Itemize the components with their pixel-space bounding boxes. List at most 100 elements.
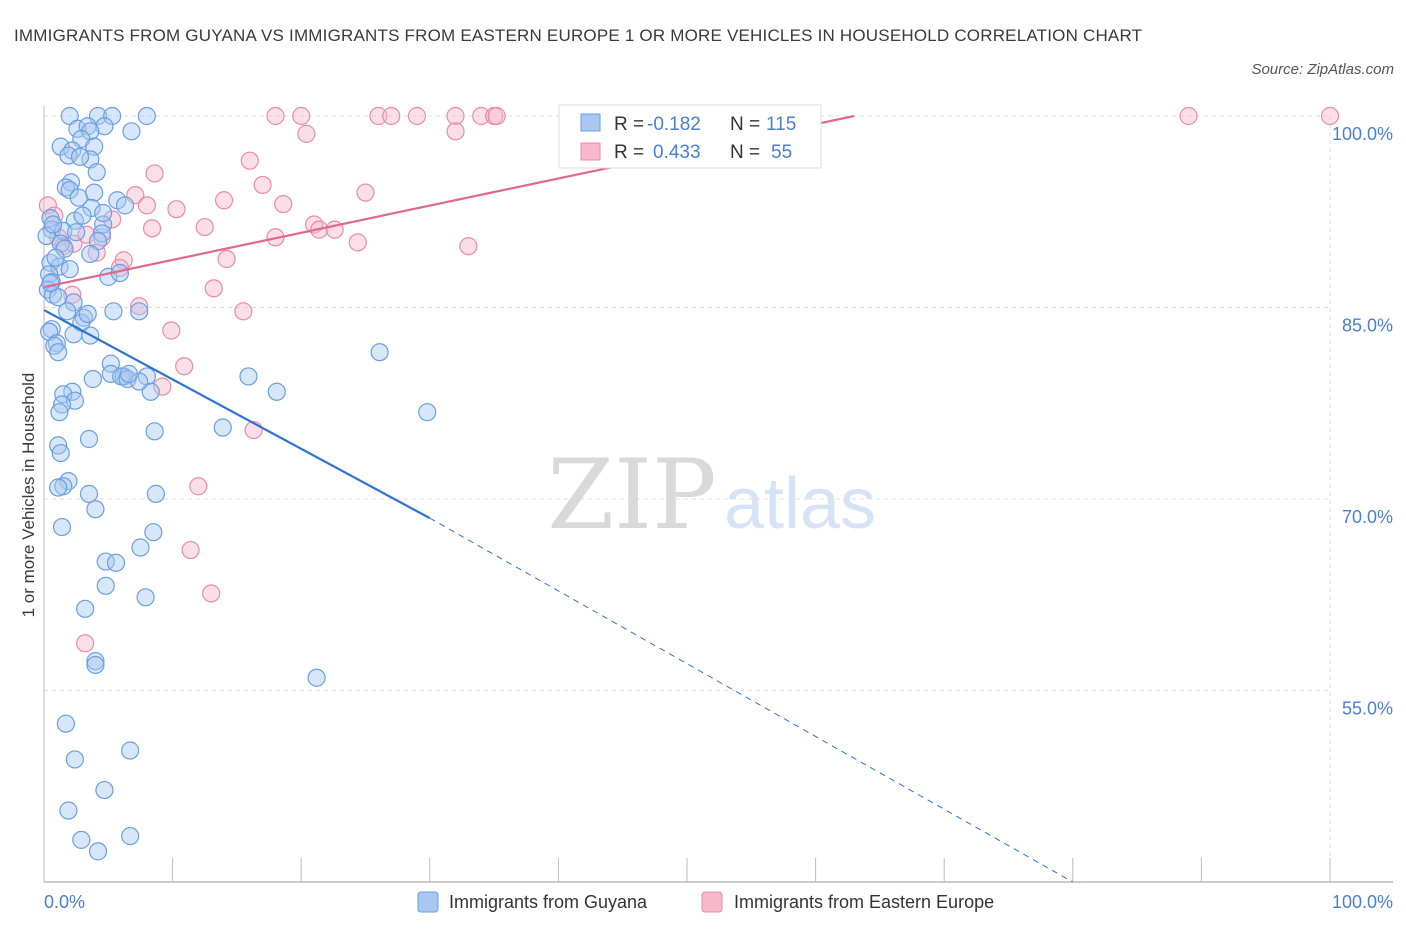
point-guyana <box>86 652 105 671</box>
point-guyana <box>103 106 122 126</box>
point-guyana <box>56 714 75 733</box>
point-guyana <box>94 203 113 223</box>
point-eastern-europe <box>472 106 491 126</box>
point-eastern-europe <box>240 151 259 170</box>
point-eastern-europe <box>446 106 465 126</box>
point-guyana <box>70 147 90 166</box>
point-guyana <box>83 369 102 389</box>
point-eastern-europe <box>63 285 82 304</box>
point-guyana <box>136 588 155 607</box>
point-eastern-europe <box>356 183 375 202</box>
chart-title: IMMIGRANTS FROM GUYANA VS IMMIGRANTS FRO… <box>14 26 1143 45</box>
point-guyana <box>141 382 160 401</box>
point-guyana <box>86 655 105 675</box>
point-guyana <box>119 364 138 383</box>
point-eastern-europe <box>382 106 401 126</box>
point-eastern-europe <box>142 219 162 238</box>
point-guyana <box>86 500 105 519</box>
point-guyana <box>67 223 86 242</box>
point-guyana <box>85 183 104 202</box>
trend-line-guyana-extension <box>429 517 1074 883</box>
point-eastern-europe <box>459 237 478 256</box>
point-guyana <box>122 122 141 141</box>
point-guyana <box>87 163 106 182</box>
series-guyana-points <box>37 106 437 861</box>
point-guyana <box>144 523 163 542</box>
axes <box>43 106 1393 883</box>
point-eastern-europe <box>274 194 293 214</box>
point-eastern-europe <box>130 297 149 316</box>
point-guyana <box>51 443 70 463</box>
bottom-legend-swatch-eastern-europe <box>701 891 723 913</box>
point-guyana <box>145 422 164 441</box>
point-guyana <box>95 117 114 136</box>
point-eastern-europe <box>195 217 214 237</box>
point-eastern-europe <box>145 164 164 183</box>
point-eastern-europe <box>1179 106 1198 126</box>
point-guyana <box>130 372 149 391</box>
point-guyana <box>79 484 99 503</box>
point-guyana <box>60 260 79 279</box>
watermark-zip: ZIP <box>547 439 716 551</box>
point-guyana <box>43 215 63 234</box>
watermark-atlas: atlas <box>724 464 876 544</box>
y-tick-label: 85.0% <box>1342 316 1393 336</box>
watermark: ZIP atlas <box>547 439 876 551</box>
point-guyana <box>81 244 100 263</box>
point-guyana <box>73 206 92 225</box>
point-guyana <box>79 429 99 449</box>
point-guyana <box>213 418 232 437</box>
legend-r-value-eastern-europe: 0.433 <box>653 142 701 163</box>
point-guyana <box>59 801 78 820</box>
legend: R = -0.182 N = 115 R = 0.433 N = 55 <box>558 104 822 169</box>
point-eastern-europe <box>297 124 316 143</box>
legend-n-label: N = <box>730 142 760 163</box>
point-guyana <box>130 302 149 321</box>
legend-box <box>558 104 822 169</box>
point-eastern-europe <box>189 477 208 496</box>
legend-n-value-eastern-europe: 55 <box>771 142 792 163</box>
legend-r-value-guyana: -0.182 <box>647 114 701 135</box>
legend-row-guyana: R = -0.182 N = 115 <box>614 114 796 135</box>
point-eastern-europe <box>181 540 200 560</box>
point-eastern-europe <box>369 106 388 126</box>
bottom-legend-swatch-guyana <box>417 891 439 913</box>
trend-line-guyana <box>43 309 431 520</box>
point-guyana <box>76 599 95 618</box>
point-guyana <box>101 354 120 373</box>
point-guyana <box>104 302 123 321</box>
point-eastern-europe <box>487 106 506 126</box>
point-eastern-europe <box>103 210 122 229</box>
point-guyana <box>59 472 78 491</box>
point-guyana <box>418 403 437 422</box>
point-guyana <box>61 173 81 192</box>
point-eastern-europe <box>153 377 172 396</box>
point-guyana <box>50 403 69 422</box>
bottom-legend-label-guyana: Immigrants from Guyana <box>449 892 648 912</box>
point-guyana <box>267 382 286 401</box>
legend-r-label: R = <box>614 142 644 163</box>
y-tick-label: 100.0% <box>1332 124 1393 144</box>
point-guyana <box>121 741 140 760</box>
point-guyana <box>65 750 84 769</box>
point-guyana <box>58 302 77 321</box>
point-eastern-europe <box>217 249 236 269</box>
point-guyana <box>146 484 165 503</box>
point-guyana <box>37 226 56 246</box>
y-tick-label: 55.0% <box>1342 699 1393 719</box>
point-eastern-europe <box>214 191 234 210</box>
point-guyana <box>59 146 78 165</box>
point-guyana <box>96 576 115 595</box>
point-guyana <box>52 517 72 537</box>
legend-n-value-guyana: 115 <box>766 114 796 135</box>
point-guyana <box>46 248 65 267</box>
point-guyana <box>115 196 135 215</box>
chart-source: Source: ZipAtlas.com <box>1251 61 1394 78</box>
point-eastern-europe <box>167 200 186 219</box>
point-guyana <box>239 367 258 386</box>
point-eastern-europe <box>446 122 465 141</box>
point-guyana <box>137 106 156 126</box>
point-eastern-europe <box>292 106 311 126</box>
point-eastern-europe <box>202 584 221 603</box>
